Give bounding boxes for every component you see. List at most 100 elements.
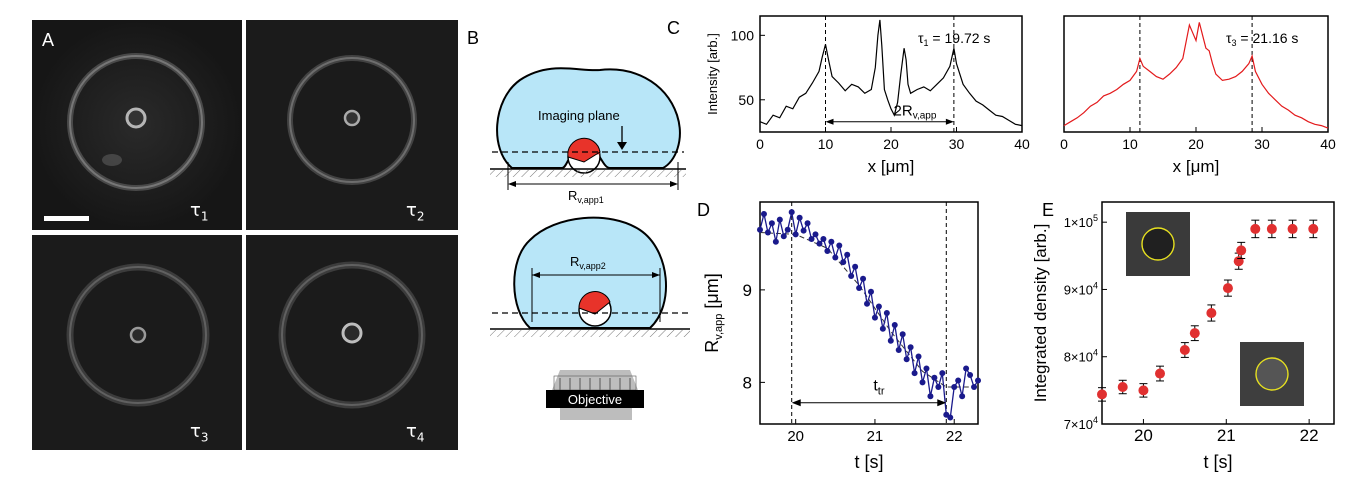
x-tick-label: 20: [1134, 426, 1153, 445]
data-point: [852, 263, 859, 270]
x-tick-label: 22: [946, 428, 963, 445]
data-point: [1155, 368, 1165, 379]
data-point: [772, 238, 779, 245]
y-tick-label: 9: [743, 281, 752, 300]
x-tick-label: 40: [1014, 136, 1030, 152]
micrograph-tau1: τ1: [32, 20, 242, 230]
plot-frame: [759, 201, 979, 425]
x-tick-label: 20: [787, 428, 804, 445]
data-point: [939, 370, 946, 377]
data-point: [824, 248, 831, 255]
data-point: [967, 371, 974, 378]
data-point: [1206, 308, 1217, 318]
data-point: [1236, 245, 1247, 256]
y-tick-label: 8: [743, 373, 752, 392]
ttr-label: ttr: [873, 378, 885, 398]
data-point: [816, 240, 823, 247]
data-point: [919, 379, 926, 386]
data-point: [911, 370, 918, 377]
data-point: [875, 303, 882, 310]
data-point: [923, 365, 930, 372]
data-point: [1179, 345, 1190, 355]
data-point: [899, 331, 906, 338]
panel-letter-b: B: [467, 28, 480, 48]
data-point: [1308, 223, 1319, 234]
data-point: [820, 236, 827, 242]
data-point: [883, 310, 890, 316]
data-point: [891, 322, 898, 329]
data-point: [788, 209, 795, 216]
data-point: [1097, 389, 1107, 400]
y-tick-label: 7×104: [1064, 415, 1098, 432]
data-point: [864, 300, 871, 307]
data-point: [975, 377, 981, 384]
micrograph-tau2: τ2: [246, 20, 458, 230]
annotation-sub: 3: [1232, 38, 1237, 48]
y-axis-label: Intensity [arb.]: [705, 33, 720, 115]
x-tick-label: 40: [1320, 136, 1336, 152]
data-point: [1266, 223, 1277, 234]
data-point: [927, 393, 934, 400]
r-app2-label: Rv,app2: [570, 254, 606, 271]
data-point: [844, 251, 851, 258]
span-arrowhead-right: [945, 118, 954, 125]
panel-letter-e: E: [1042, 200, 1055, 220]
data-point: [887, 337, 894, 344]
data-point: [867, 288, 874, 295]
data-point: [792, 231, 799, 238]
micrograph-tau4: τ4: [246, 235, 458, 450]
x-tick-label: 30: [949, 136, 965, 152]
vesicle-image: [32, 235, 242, 450]
ttr-arrowhead-left: [791, 399, 801, 407]
x-tick-label: 0: [1060, 136, 1068, 152]
ttr-base: t: [873, 378, 878, 395]
annotation-text: = 19.72 s: [929, 30, 991, 46]
annotation-sub: 1: [924, 38, 929, 48]
data-point: [776, 216, 783, 223]
intensity-series-line: [759, 19, 1023, 127]
span-arrowhead-left: [825, 118, 834, 125]
y-label-base: R: [702, 340, 722, 353]
data-point: [768, 220, 775, 227]
vesicle-shape-2: [513, 216, 667, 329]
data-point: [780, 233, 787, 240]
scale-bar: [44, 216, 89, 221]
span-label-sub: v,app: [913, 111, 937, 122]
data-point: [760, 211, 767, 218]
x-tick-label: 30: [1254, 136, 1270, 152]
ttr-arrowhead-right: [937, 399, 947, 407]
vesicle-image: [32, 20, 242, 230]
span-label-base: 2R: [894, 103, 913, 120]
panel-letter-a: A: [42, 30, 55, 50]
data-point: [848, 273, 855, 279]
data-point: [800, 227, 807, 234]
y-tick-exponent: 4: [1093, 348, 1098, 358]
y-tick-label: 9×104: [1064, 280, 1098, 297]
data-point: [963, 365, 970, 372]
data-point: [1117, 382, 1128, 392]
x-axis-label: x [μm]: [1173, 157, 1220, 176]
y-tick-mantissa: 8×10: [1064, 350, 1093, 365]
vesicle-schematic: Imaging plane Rv,app1 Rv,app2 Objective: [490, 67, 690, 420]
data-point: [931, 374, 938, 381]
annotation-text: = 21.16 s: [1237, 30, 1299, 46]
y-label-sub: v,app: [713, 314, 725, 340]
fit-line: [759, 232, 978, 388]
inset-roi-circle: [1255, 357, 1289, 391]
intensity-series-line: [1063, 22, 1329, 129]
panel-letter-d: D: [697, 200, 710, 220]
data-point: [971, 384, 978, 390]
data-point: [903, 356, 910, 363]
span-label: 2Rv,app: [894, 103, 937, 122]
data-point: [947, 414, 954, 421]
data-point: [757, 226, 763, 233]
tau-label-2: τ2: [406, 200, 425, 224]
data-point: [860, 275, 867, 282]
time-annotation: τ1 = 19.72 s: [918, 30, 990, 48]
x-tick-label: 20: [1188, 136, 1204, 152]
radius-series-line: [759, 212, 979, 419]
x-axis-label: t [s]: [854, 452, 883, 472]
vesicle-image: [246, 235, 458, 450]
data-point: [1287, 223, 1298, 234]
